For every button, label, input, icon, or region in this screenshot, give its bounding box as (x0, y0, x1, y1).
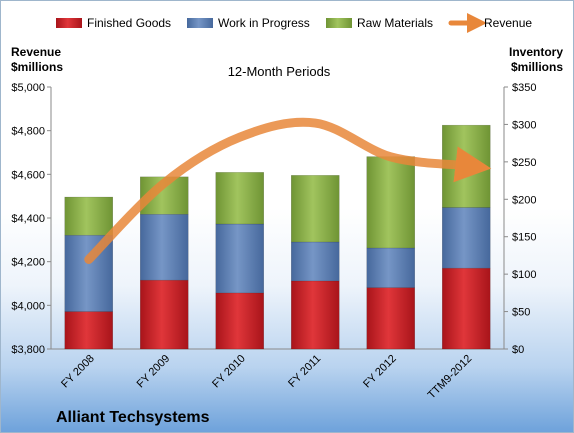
legend-label-revenue: Revenue (484, 16, 532, 30)
x-tick-label: FY 2009 (135, 353, 173, 391)
right-tick-label: $300 (512, 119, 536, 131)
legend: Finished Goods Work in Progress Raw Mate… (56, 13, 532, 33)
right-tick-label: $100 (512, 269, 536, 281)
legend-swatch-raw-materials (326, 18, 352, 28)
right-axis-title-line2: $millions (511, 60, 563, 74)
bar-finished-goods (442, 267, 491, 350)
bar-raw-materials (64, 196, 113, 236)
company-name: Alliant Techsystems (56, 409, 210, 426)
right-tick-label: $50 (512, 307, 530, 319)
left-axis-title-line1: Revenue (11, 45, 61, 59)
bar-work-in-progress (140, 214, 189, 281)
left-tick-label: $4,400 (11, 213, 45, 225)
legend-swatch-finished-goods (56, 18, 82, 28)
left-tick-label: $3,800 (11, 344, 45, 356)
bar-finished-goods (140, 279, 189, 350)
bar-work-in-progress (291, 241, 340, 282)
x-tick-label: FY 2012 (361, 353, 399, 391)
bar-finished-goods (64, 311, 113, 350)
left-tick-label: $4,800 (11, 126, 45, 138)
bar-finished-goods (366, 287, 415, 350)
revenue-line-group (84, 117, 492, 264)
bar-finished-goods (215, 292, 264, 350)
left-axis-title-line2: $millions (11, 60, 63, 74)
chart-title: 12-Month Periods (228, 64, 331, 79)
axes: $3,800 $4,000 $4,200 $4,400 $4,600 $4,800 $5,0… (11, 82, 536, 356)
right-tick-label: $150 (512, 232, 536, 244)
bar-work-in-progress (215, 223, 264, 294)
right-axis-title-line1: Inventory (509, 45, 563, 59)
right-tick-label: $350 (512, 82, 536, 94)
bar-raw-materials (366, 156, 415, 249)
legend-label-finished-goods: Finished Goods (87, 16, 171, 30)
bar-raw-materials (291, 175, 340, 243)
x-tick-label: FY 2011 (286, 353, 323, 390)
x-tick-label: FY 2008 (59, 353, 97, 391)
right-tick-label: $200 (512, 194, 536, 206)
left-tick-label: $4,000 (11, 300, 45, 312)
legend-swatch-work-in-progress (187, 18, 213, 28)
bar-finished-goods (291, 280, 340, 350)
legend-label-work-in-progress: Work in Progress (218, 16, 310, 30)
x-tick-label: FY 2010 (210, 353, 248, 391)
right-tick-label: $0 (512, 344, 524, 356)
right-tick-label: $250 (512, 157, 536, 169)
legend-label-raw-materials: Raw Materials (357, 16, 433, 30)
left-tick-label: $4,600 (11, 169, 45, 181)
x-tick-label: TTM9-2012 (426, 353, 475, 402)
left-tick-label: $4,200 (11, 257, 45, 269)
bar-work-in-progress (442, 207, 491, 269)
x-tick-labels: FY 2008 FY 2009 FY 2010 FY 2011 FY 2012 TTM9-… (59, 353, 474, 402)
bar-work-in-progress (366, 247, 415, 288)
left-tick-label: $5,000 (11, 82, 45, 94)
bar-raw-materials (215, 172, 264, 225)
revenue-line (84, 117, 492, 264)
